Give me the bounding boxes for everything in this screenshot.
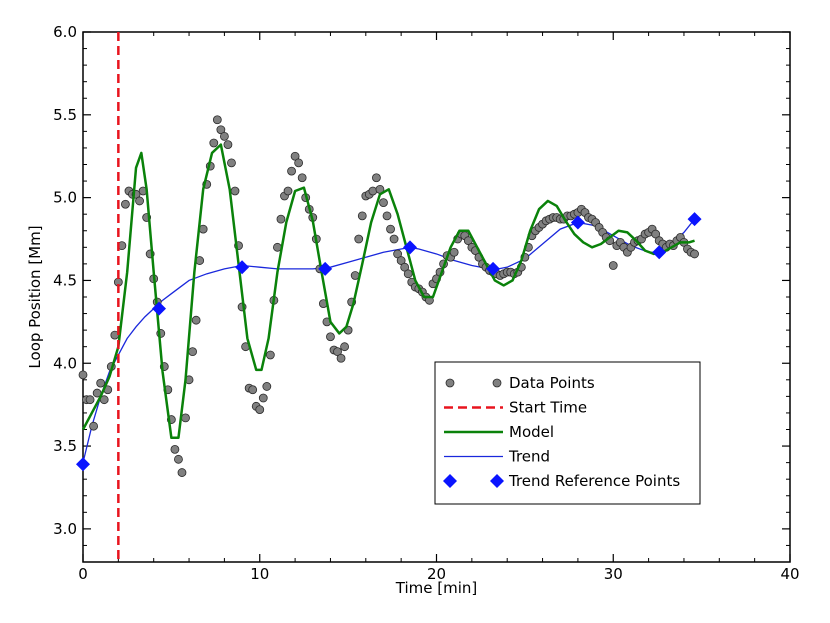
data-point [386,224,395,234]
legend-label: Trend Reference Points [508,472,680,490]
trend-reference-point [570,215,585,230]
trend-reference-point [152,301,167,316]
trend-reference-point [318,261,333,276]
data-point [326,332,335,342]
data-point [219,131,229,141]
data-point [651,229,661,239]
data-point [297,173,307,183]
x-axis-label: Time [min] [395,579,477,597]
data-point [283,186,293,196]
legend-marker-data-points [445,378,455,388]
legend: Data Points Start Time Model Trend Trend Ref… [434,361,701,505]
data-point [191,315,201,325]
legend-marker-trend-reference-points [490,474,504,488]
x-tick-label: 40 [780,565,799,583]
y-tick-label: 3.0 [53,520,77,538]
data-point [290,151,300,161]
y-tick-label: 3.5 [53,437,77,455]
data-point [294,158,304,168]
data-point [262,382,272,391]
trend-reference-point [402,240,417,255]
x-tick-label: 30 [604,565,623,583]
data-point [96,378,106,388]
data-point [382,211,392,221]
data-point [276,214,286,224]
data-point [403,269,413,279]
data-point [174,454,183,464]
data-point [78,370,88,380]
legend-label: Data Points [509,374,595,392]
y-axis: 3.0 3.5 4.0 4.5 5.0 5.5 6.0 [53,23,790,563]
x-tick-label: 10 [250,565,269,583]
data-point [379,198,388,207]
y-tick-label: 6.0 [53,23,77,41]
trend-reference-point [652,245,667,260]
model-line [81,143,695,440]
trend-line [82,218,696,463]
legend-marker-trend-reference-points [443,474,457,488]
legend-label: Start Time [509,399,587,417]
data-point [181,413,190,423]
data-point [336,353,346,363]
y-tick-label: 5.0 [53,189,77,207]
data-point [449,247,459,257]
data-point [223,140,233,150]
data-point [400,262,410,272]
trend-reference-point [687,212,702,227]
trend-reference-point [235,260,250,275]
legend-label: Model [509,423,554,441]
data-point [170,444,180,454]
data-point [135,196,144,206]
data-point [354,234,364,244]
x-tick-label: 20 [427,565,446,583]
data-point [690,249,699,259]
data-point [265,350,275,360]
data-point [287,166,296,176]
data-point [216,125,226,135]
plot-area [76,32,702,562]
trend-reference-point [76,457,90,472]
data-point [372,173,381,183]
data-point [248,385,258,395]
data-point [121,199,130,209]
data-point [177,468,187,477]
data-point [396,256,406,265]
data-point [212,115,222,125]
y-tick-label: 4.5 [53,271,77,289]
data-point [227,158,236,168]
data-point [393,249,403,259]
data-point [368,186,378,196]
data-point [608,261,618,270]
data-point [333,347,342,357]
data-point [209,138,219,148]
data-point [357,211,367,221]
data-point [188,347,197,357]
data-point [340,342,349,352]
data-point [258,393,268,403]
trend-reference-point [486,261,501,276]
data-point [389,234,399,244]
legend-marker-data-points [492,378,502,388]
data-point [255,405,265,415]
data-point [89,421,99,431]
y-axis-label: Loop Position [Mm] [26,225,44,368]
y-tick-label: 5.5 [53,106,77,124]
data-point [85,395,95,405]
data-point [230,186,240,196]
x-tick-label: 0 [78,565,88,583]
y-tick-label: 4.0 [53,354,77,372]
legend-label: Trend [508,448,550,466]
